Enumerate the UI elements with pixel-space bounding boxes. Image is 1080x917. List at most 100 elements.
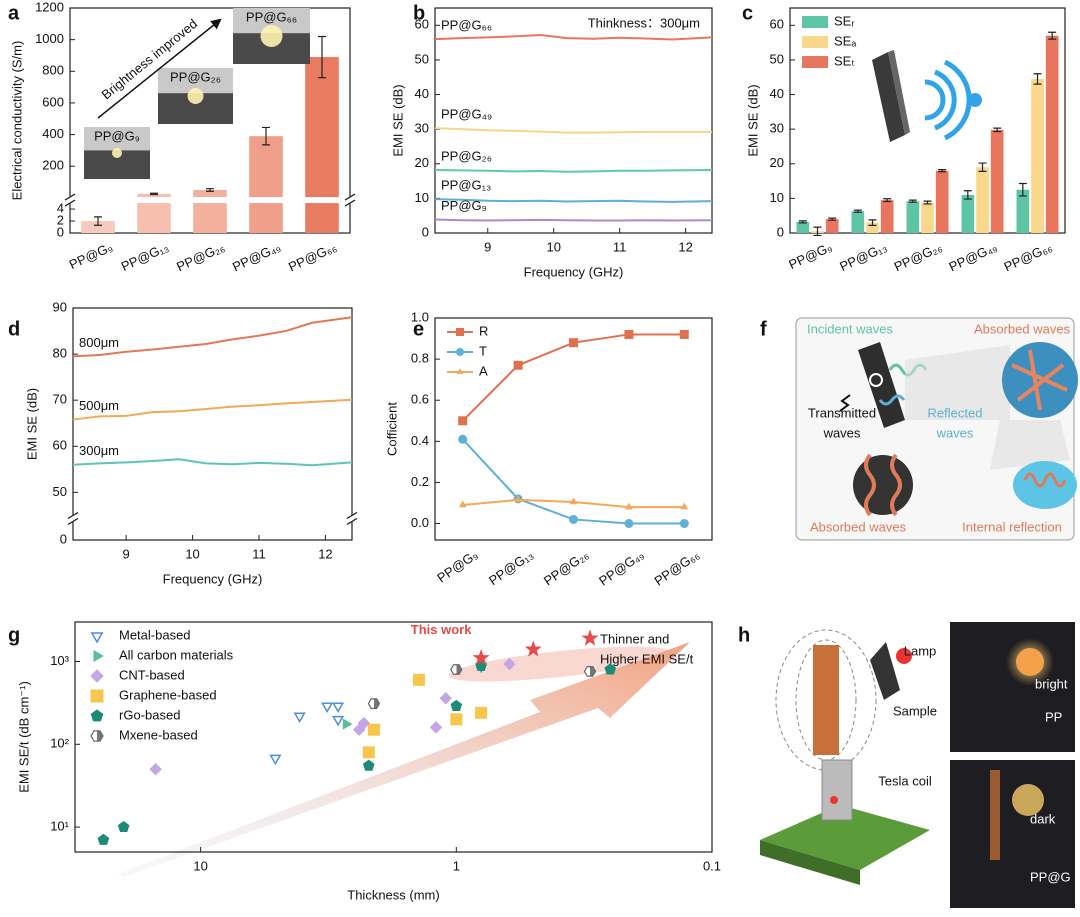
- inset-led: [260, 25, 283, 47]
- plot-frame: [74, 621, 713, 853]
- x-tick-label: PP@G₆₆: [1002, 239, 1055, 274]
- legend-label: SEᵣ: [834, 13, 854, 28]
- point: [625, 502, 633, 510]
- break-mark: [344, 193, 356, 201]
- diagram-label: waves: [936, 425, 974, 440]
- x-tick-label: 11: [252, 546, 266, 561]
- point: [458, 500, 467, 508]
- y-tick-label: 90: [53, 299, 67, 314]
- bar: [249, 203, 283, 233]
- point: [332, 702, 345, 714]
- y-tick-label: 1000: [35, 31, 64, 46]
- bar: [961, 194, 975, 233]
- schematic-f: f Incident waves Absorbed waves Transmit…: [760, 317, 1078, 541]
- shield-icon: [872, 50, 982, 142]
- y-tick-label: 60: [415, 17, 429, 32]
- bar: [990, 129, 1004, 233]
- x-tick-label: 12: [678, 239, 692, 254]
- diagram-label: Transmitted: [808, 405, 876, 420]
- line: [72, 316, 353, 358]
- annotation: Thinkness：300μm: [588, 15, 700, 30]
- bar: [193, 203, 227, 233]
- bar: [81, 221, 115, 233]
- line: [461, 333, 685, 422]
- panel-label: c: [742, 2, 753, 24]
- legend-marker: [90, 730, 104, 742]
- point: [342, 718, 353, 730]
- legend-label: CNT-based: [119, 667, 185, 682]
- photo-label: PP: [1045, 709, 1062, 724]
- error-bar: [1033, 73, 1042, 85]
- error-bar: [908, 199, 917, 203]
- line: [434, 198, 713, 203]
- series-label: PP@G₄₉: [441, 107, 492, 122]
- x-axis-title: Frequency (GHz): [524, 264, 624, 279]
- x-tick-label: PP@G₂₆: [541, 547, 591, 589]
- line: [461, 438, 685, 525]
- x-tick-label: PP@G₂₆: [892, 239, 945, 274]
- inset-label: PP@G₂₆: [170, 69, 221, 84]
- y-tick-label: 60: [770, 17, 784, 32]
- annotation-arrow: [97, 18, 222, 119]
- error-bar: [853, 209, 862, 213]
- error-bar: [262, 126, 270, 146]
- bar: [1016, 189, 1030, 233]
- break-mark: [346, 511, 358, 519]
- point: [679, 519, 689, 529]
- legend-label: All carbon materials: [119, 647, 234, 662]
- legend-label: Metal-based: [119, 627, 191, 642]
- panel-label: f: [760, 318, 767, 340]
- y-tick-label: 2: [57, 212, 64, 227]
- inset-led: [112, 148, 122, 158]
- error-bar: [798, 220, 807, 224]
- legend-swatch: [802, 16, 828, 28]
- photo-label: PP@G: [1030, 869, 1071, 884]
- x-axis-title: Frequency (GHz): [163, 571, 263, 586]
- point: [458, 434, 468, 444]
- y-tick-label: 30: [770, 121, 784, 136]
- inset-label: PP@G₆₆: [246, 9, 297, 24]
- point: [293, 712, 306, 723]
- y-tick-label: 400: [42, 126, 64, 141]
- diagram-label: Lamp: [904, 643, 937, 658]
- y-tick-label: 0: [777, 224, 784, 239]
- bar: [921, 202, 934, 233]
- annotation: Higher EMI SE/t: [600, 651, 694, 666]
- x-tick-label: 12: [318, 546, 332, 561]
- legend-label: SEₜ: [834, 53, 855, 68]
- point: [412, 673, 425, 686]
- x-tick-label: PP@G₄₉: [947, 239, 1000, 274]
- panel-label: a: [8, 2, 20, 24]
- point: [513, 360, 523, 370]
- y-tick-label: 10: [415, 190, 429, 205]
- point: [450, 713, 463, 726]
- y-tick-label: 0.6: [411, 392, 429, 407]
- legend-marker: [90, 689, 104, 703]
- error-bar: [94, 216, 102, 226]
- y-tick-label: 4: [57, 200, 64, 215]
- x-tick-label: 10: [185, 546, 199, 561]
- point: [569, 338, 578, 348]
- y-tick-label: 200: [42, 158, 64, 173]
- point: [362, 746, 375, 759]
- inset-led: [187, 88, 204, 104]
- highlight-point: [524, 640, 542, 657]
- line: [434, 127, 712, 134]
- x-tick-label: 9: [484, 239, 491, 254]
- line: [72, 398, 353, 421]
- panel-label: e: [413, 318, 424, 340]
- bar: [1045, 35, 1059, 233]
- y-tick-label: 20: [770, 155, 784, 170]
- y-tick-label: 600: [42, 94, 64, 109]
- x-tick-label: 9: [123, 546, 130, 561]
- x-tick-label: PP@G₉: [786, 239, 834, 272]
- y-tick-label: 0.2: [411, 474, 429, 489]
- point: [475, 706, 488, 719]
- diagram-label: Absorbed waves: [974, 321, 1071, 336]
- error-bar: [813, 226, 822, 237]
- point: [97, 833, 110, 845]
- y-tick-label: 60: [53, 438, 67, 453]
- bar: [305, 57, 339, 198]
- inset-label: PP@G₉: [94, 128, 140, 143]
